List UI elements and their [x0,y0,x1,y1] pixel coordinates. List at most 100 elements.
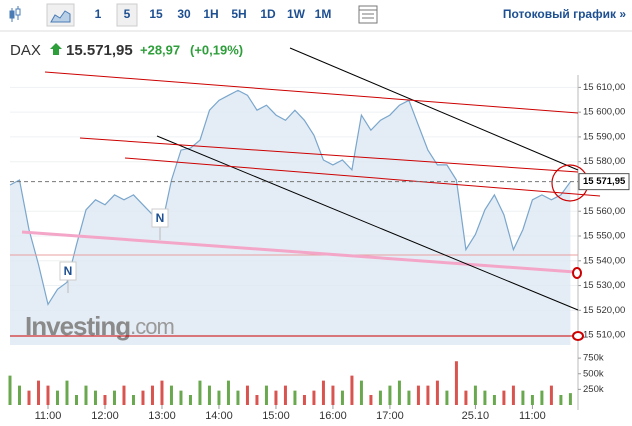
news-marker-label: N [156,211,165,225]
last-price-box [578,173,630,191]
price-line [9,89,571,306]
y-tick-label: 15 560,00 [583,206,625,217]
volume-bar [179,390,183,405]
red-trendline [44,71,579,114]
volume-bar [464,390,468,405]
volume-bar [521,390,525,405]
volume-bar [274,390,278,405]
volume-bar [217,390,221,405]
volume-bar [530,395,534,405]
price: 15.571,95 [66,42,133,59]
last-price-label: 15 571,95 [583,176,626,187]
volume-bar [55,390,59,405]
interval-button[interactable]: 30 [177,7,191,21]
change-percent: (+0,19%) [190,42,243,57]
selected-interval-box [116,3,138,27]
volume-bar [122,385,126,405]
x-tick-label: 25.10 [462,410,490,422]
volume-bar [473,385,477,405]
volume-bar [112,390,116,405]
change: +28,97 [140,42,180,57]
volume-bar [245,385,249,405]
volume-bar [407,390,411,405]
volume-bar [435,380,439,405]
handle[interactable] [572,331,584,341]
news-marker-label: N [64,264,73,278]
interval-button[interactable]: 1M [315,7,332,21]
news-marker[interactable] [151,208,169,228]
x-tick-label: 17:00 [376,410,404,422]
black-trendline [289,47,579,171]
interval-button[interactable]: 5 [124,7,131,21]
volume-bar [416,385,420,405]
x-tick-label: 16:00 [319,410,347,422]
volume-bar [141,390,145,405]
volume-bar [17,385,21,405]
candle-icon[interactable] [9,6,21,22]
red-trendline [79,137,579,173]
volume-bar [169,385,173,405]
x-tick-label: 15:00 [262,410,290,422]
volume-bar [264,385,268,405]
volume-bar [511,385,515,405]
interval-button[interactable]: 15 [149,7,163,21]
volume-bar [255,395,259,405]
news-marker[interactable] [59,261,77,281]
volume-bar [74,395,78,405]
volume-bar [397,380,401,405]
area-icon-shape [50,10,71,23]
stream-link[interactable]: Потоковый график » [503,7,626,21]
volume-bar [492,395,496,405]
interval-button[interactable]: 5H [231,7,246,21]
volume-bar [236,390,240,405]
y-tick-label: 15 550,00 [583,231,625,242]
volume-bar [302,395,306,405]
interval-button[interactable]: 1D [260,7,276,21]
volume-bar [46,385,50,405]
toolbar: 1 5 15 30 1H 5H 1D 1W 1M Потоковый график » [0,3,632,32]
volume-bar [331,385,335,405]
volume-bar [340,390,344,405]
volume-bar [131,395,135,405]
y-tick-label: 250k [583,384,604,395]
up-arrow [50,43,62,55]
volume-bar [36,380,40,405]
y-tick-label: 500k [583,368,604,379]
x-tick-label: 11:00 [35,410,62,422]
pink-trendline [21,230,576,274]
y-tick-label: 15 540,00 [583,255,625,266]
volume-bar [388,385,392,405]
volume-bar [188,395,192,405]
volume-bar [65,380,69,405]
y-tick-label: 750k [583,353,604,364]
red-trendline [124,157,601,197]
interval-button[interactable]: 1H [203,7,218,21]
volume-bar [559,395,563,405]
y-tick-label: 15 600,00 [583,107,625,118]
volume-bar [483,390,487,405]
volume-bar [84,385,88,405]
black-trendline [156,135,579,311]
interval-button[interactable]: 1 [95,7,102,21]
volume-bar [93,390,97,405]
volume-bar [293,390,297,405]
interval-button[interactable]: 1W [287,7,306,21]
x-tick-label: 13:00 [148,410,176,422]
handle[interactable] [572,267,582,279]
volume-bar [454,361,458,405]
volume-bar [445,390,449,405]
volume-bar [8,375,12,405]
watermark-suffix: .com [130,314,174,339]
volume-bar [150,385,154,405]
x-tick-label: 12:00 [91,410,119,422]
x-tick-label: 11:00 [519,410,546,422]
volume-bar [226,380,230,405]
volume-bar [283,385,287,405]
volume-bar [359,380,363,405]
volume-bar [27,390,31,405]
volume-bar [502,390,506,405]
symbol: DAX [10,42,41,59]
table-icon[interactable] [358,5,378,24]
volume-bar [198,380,202,405]
